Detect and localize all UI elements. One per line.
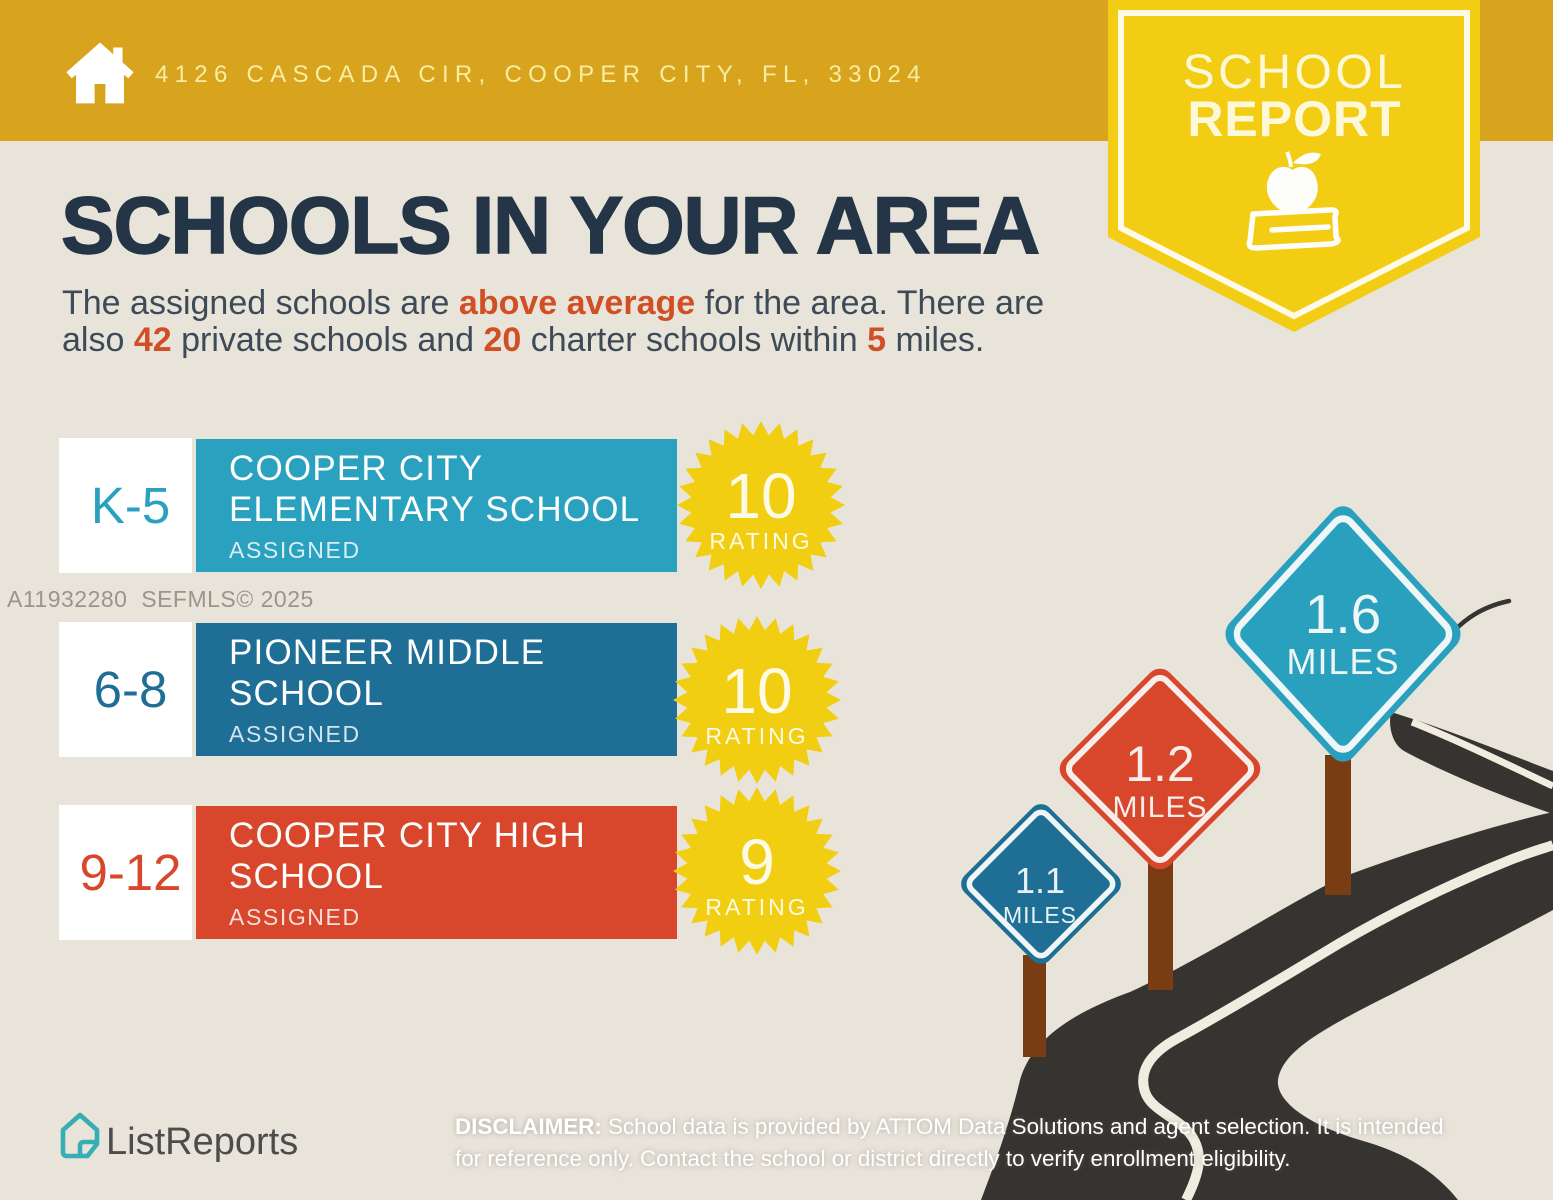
svg-text:RATING: RATING [705, 894, 808, 920]
svg-text:1.1: 1.1 [1015, 860, 1065, 901]
svg-text:9: 9 [739, 826, 775, 898]
svg-text:MILES: MILES [1286, 641, 1399, 682]
svg-text:RATING: RATING [705, 723, 808, 749]
svg-text:10: 10 [721, 655, 792, 727]
svg-text:REPORT: REPORT [1187, 91, 1401, 147]
svg-text:RATING: RATING [709, 528, 812, 554]
svg-text:1.2: 1.2 [1125, 736, 1195, 792]
svg-text:MILES: MILES [1112, 791, 1207, 824]
svg-text:10: 10 [725, 460, 796, 532]
svg-text:SCHOOL: SCHOOL [1183, 46, 1407, 99]
svg-text:MILES: MILES [1003, 902, 1077, 928]
svg-text:1.6: 1.6 [1305, 583, 1381, 645]
